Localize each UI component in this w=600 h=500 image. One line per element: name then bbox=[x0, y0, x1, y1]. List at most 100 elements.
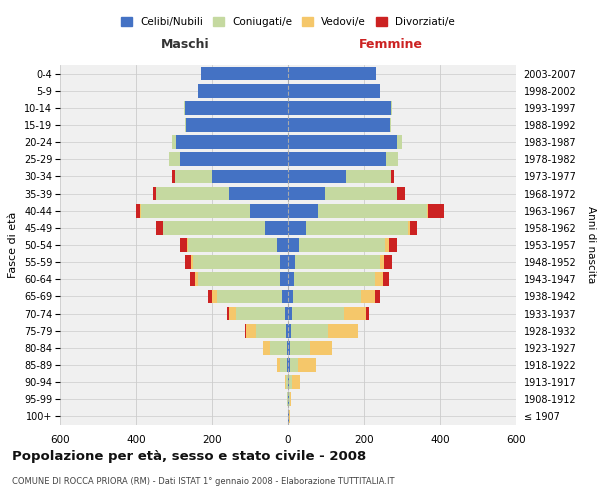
Bar bbox=[288, 136, 397, 149]
Bar bbox=[288, 272, 295, 286]
Bar bbox=[229, 186, 288, 200]
Bar bbox=[287, 392, 288, 406]
Bar bbox=[288, 221, 306, 234]
Bar bbox=[289, 392, 290, 406]
Bar bbox=[384, 256, 392, 269]
Bar bbox=[156, 221, 163, 234]
Bar bbox=[153, 186, 156, 200]
Bar bbox=[169, 152, 180, 166]
Bar bbox=[285, 376, 286, 389]
Bar bbox=[380, 256, 384, 269]
Bar bbox=[185, 256, 191, 269]
Bar bbox=[290, 324, 328, 338]
Bar bbox=[317, 204, 427, 218]
Bar bbox=[212, 290, 217, 304]
Bar bbox=[283, 290, 288, 304]
Text: Popolazione per età, sesso e stato civile - 2008: Popolazione per età, sesso e stato civil… bbox=[12, 450, 366, 463]
Bar bbox=[389, 238, 397, 252]
Bar bbox=[136, 204, 140, 218]
Bar bbox=[280, 272, 288, 286]
Bar bbox=[227, 306, 229, 320]
Bar bbox=[298, 358, 316, 372]
Bar bbox=[376, 290, 380, 304]
Bar bbox=[288, 410, 289, 424]
Bar bbox=[191, 256, 193, 269]
Bar bbox=[408, 221, 410, 234]
Bar bbox=[212, 170, 288, 183]
Bar bbox=[386, 152, 398, 166]
Bar bbox=[292, 376, 300, 389]
Bar bbox=[288, 306, 292, 320]
Bar bbox=[344, 306, 366, 320]
Bar bbox=[245, 324, 246, 338]
Bar bbox=[236, 306, 285, 320]
Text: Femmine: Femmine bbox=[359, 38, 422, 51]
Bar bbox=[195, 272, 197, 286]
Bar bbox=[288, 84, 380, 98]
Bar bbox=[180, 152, 288, 166]
Bar bbox=[310, 341, 332, 354]
Bar bbox=[175, 170, 212, 183]
Bar bbox=[172, 170, 175, 183]
Bar bbox=[293, 290, 361, 304]
Bar bbox=[280, 358, 287, 372]
Bar bbox=[288, 186, 325, 200]
Bar bbox=[299, 238, 385, 252]
Bar bbox=[328, 324, 358, 338]
Bar bbox=[289, 410, 290, 424]
Bar bbox=[295, 272, 375, 286]
Bar bbox=[290, 341, 310, 354]
Bar bbox=[193, 256, 280, 269]
Bar bbox=[288, 66, 376, 80]
Bar bbox=[410, 221, 417, 234]
Bar bbox=[346, 170, 391, 183]
Bar bbox=[187, 238, 188, 252]
Bar bbox=[289, 376, 292, 389]
Bar bbox=[197, 272, 280, 286]
Bar bbox=[288, 204, 317, 218]
Bar bbox=[325, 186, 397, 200]
Bar bbox=[390, 118, 391, 132]
Bar bbox=[428, 204, 444, 218]
Bar bbox=[366, 306, 369, 320]
Bar bbox=[265, 221, 288, 234]
Bar bbox=[288, 170, 346, 183]
Bar bbox=[185, 118, 186, 132]
Bar bbox=[163, 221, 265, 234]
Bar bbox=[375, 272, 383, 286]
Bar bbox=[290, 392, 292, 406]
Bar bbox=[288, 324, 290, 338]
Bar bbox=[295, 256, 380, 269]
Bar bbox=[397, 186, 406, 200]
Bar bbox=[280, 256, 288, 269]
Bar bbox=[256, 324, 286, 338]
Y-axis label: Fasce di età: Fasce di età bbox=[8, 212, 19, 278]
Bar bbox=[288, 101, 391, 114]
Bar bbox=[288, 392, 289, 406]
Bar bbox=[288, 358, 290, 372]
Bar bbox=[190, 272, 195, 286]
Bar bbox=[286, 376, 287, 389]
Bar bbox=[292, 306, 344, 320]
Bar bbox=[229, 306, 236, 320]
Bar bbox=[391, 170, 394, 183]
Bar bbox=[277, 358, 280, 372]
Text: COMUNE DI ROCCA PRIORA (RM) - Dati ISTAT 1° gennaio 2008 - Elaborazione TUTTITAL: COMUNE DI ROCCA PRIORA (RM) - Dati ISTAT… bbox=[12, 478, 395, 486]
Bar bbox=[288, 238, 299, 252]
Bar bbox=[288, 290, 293, 304]
Bar bbox=[250, 204, 288, 218]
Legend: Celibi/Nubili, Coniugati/e, Vedovi/e, Divorziati/e: Celibi/Nubili, Coniugati/e, Vedovi/e, Di… bbox=[117, 12, 459, 31]
Bar bbox=[397, 136, 402, 149]
Bar bbox=[156, 186, 229, 200]
Bar bbox=[288, 152, 386, 166]
Bar bbox=[188, 238, 277, 252]
Bar bbox=[385, 238, 389, 252]
Y-axis label: Anni di nascita: Anni di nascita bbox=[586, 206, 596, 284]
Bar bbox=[288, 376, 289, 389]
Bar bbox=[285, 306, 288, 320]
Bar bbox=[290, 358, 298, 372]
Bar bbox=[288, 118, 390, 132]
Bar bbox=[288, 256, 295, 269]
Bar bbox=[180, 238, 187, 252]
Bar bbox=[383, 272, 389, 286]
